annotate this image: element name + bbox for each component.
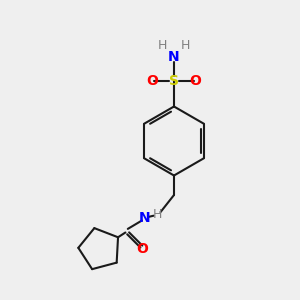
Text: N: N (139, 211, 151, 225)
Text: N: N (168, 50, 180, 64)
Text: O: O (190, 74, 202, 88)
Text: S: S (169, 74, 179, 88)
Text: O: O (136, 242, 148, 256)
Text: O: O (146, 74, 158, 88)
Text: H: H (153, 208, 162, 221)
Text: H: H (158, 39, 167, 52)
Text: H: H (181, 39, 190, 52)
